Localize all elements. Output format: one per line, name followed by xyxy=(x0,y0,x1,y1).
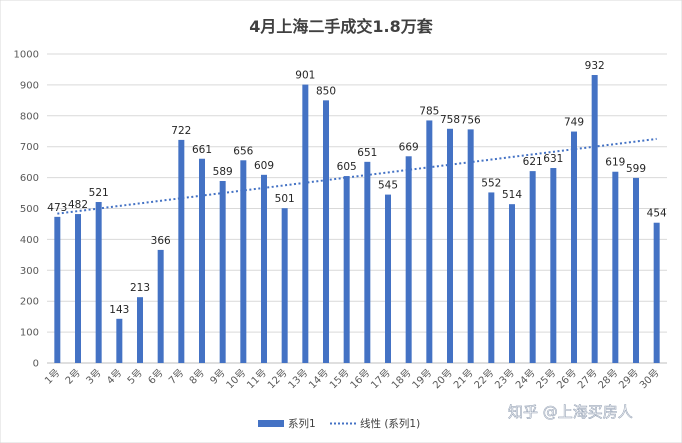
y-tick-label: 800 xyxy=(20,111,39,122)
data-label: 785 xyxy=(419,105,439,117)
bar xyxy=(281,208,288,363)
bar xyxy=(488,192,495,363)
bar xyxy=(219,180,226,363)
data-label: 631 xyxy=(543,153,563,165)
bar xyxy=(633,177,639,363)
data-label: 651 xyxy=(357,147,377,159)
y-tick-label: 900 xyxy=(20,80,39,91)
bar xyxy=(364,161,371,363)
y-tick-label: 500 xyxy=(20,204,39,215)
trendline-path xyxy=(57,137,657,215)
bar xyxy=(137,297,143,363)
data-label: 656 xyxy=(233,145,253,157)
bar xyxy=(447,128,453,363)
bar xyxy=(426,120,433,363)
data-label: 482 xyxy=(68,199,88,211)
data-label: 901 xyxy=(295,70,315,82)
y-tick-label: 1000 xyxy=(14,50,39,61)
data-label: 501 xyxy=(275,193,295,205)
bar xyxy=(116,318,123,363)
data-label: 589 xyxy=(213,166,233,178)
y-tick-label: 400 xyxy=(20,235,39,246)
data-label: 850 xyxy=(316,85,336,97)
data-label: 669 xyxy=(399,141,419,153)
bar xyxy=(323,100,329,363)
data-label: 552 xyxy=(481,177,501,189)
y-tick-label: 600 xyxy=(20,173,39,184)
data-label: 366 xyxy=(151,235,171,247)
chart-title: 4月上海二手成交1.8万套 xyxy=(249,17,433,36)
bar xyxy=(405,156,412,363)
legend-bar-swatch xyxy=(258,420,284,427)
data-label: 545 xyxy=(378,180,398,192)
bar xyxy=(157,249,164,363)
bar xyxy=(509,204,515,363)
data-label: 661 xyxy=(192,144,212,156)
bar xyxy=(343,176,350,363)
bars xyxy=(54,75,660,364)
bar xyxy=(529,171,536,363)
data-label: 621 xyxy=(523,156,543,168)
watermark: 知乎 @上海买房人 xyxy=(508,403,633,421)
data-label: 758 xyxy=(440,114,460,126)
bar xyxy=(302,84,309,363)
y-axis: 0 100 200 300 400 500 600 700 800 900 1000 xyxy=(14,50,39,370)
data-label: 521 xyxy=(89,187,109,199)
data-label: 213 xyxy=(130,282,150,294)
data-label: 599 xyxy=(626,163,646,175)
legend-trend-label: 线性 (系列1) xyxy=(360,417,420,430)
bar xyxy=(385,194,391,363)
data-label: 609 xyxy=(254,160,274,172)
legend: 系列1 线性 (系列1) xyxy=(258,417,420,430)
bar xyxy=(199,158,205,363)
data-label: 473 xyxy=(47,202,67,214)
data-label: 143 xyxy=(109,304,129,316)
bar xyxy=(240,160,247,363)
trendline xyxy=(57,137,657,215)
legend-bar-label: 系列1 xyxy=(288,417,316,430)
bar xyxy=(54,216,61,363)
data-label: 722 xyxy=(171,125,191,137)
bar xyxy=(550,168,557,363)
bar xyxy=(95,202,102,363)
y-tick-label: 200 xyxy=(20,297,39,308)
bar xyxy=(653,222,660,363)
bar xyxy=(261,174,267,363)
data-label: 619 xyxy=(605,157,625,169)
bar xyxy=(178,139,185,363)
bar xyxy=(612,171,619,363)
y-tick-label: 100 xyxy=(20,328,39,339)
data-label: 932 xyxy=(585,60,605,72)
data-label: 756 xyxy=(461,114,481,126)
data-label: 514 xyxy=(502,189,522,201)
bar xyxy=(75,214,81,363)
data-label: 605 xyxy=(337,161,357,173)
bar xyxy=(467,129,474,363)
y-tick-label: 700 xyxy=(20,142,39,153)
y-tick-label: 0 xyxy=(33,359,39,370)
data-label: 454 xyxy=(647,208,667,220)
bar xyxy=(571,131,577,363)
y-tick-label: 300 xyxy=(20,266,39,277)
data-label: 749 xyxy=(564,117,584,129)
bar xyxy=(591,75,598,364)
gridlines xyxy=(47,53,667,364)
